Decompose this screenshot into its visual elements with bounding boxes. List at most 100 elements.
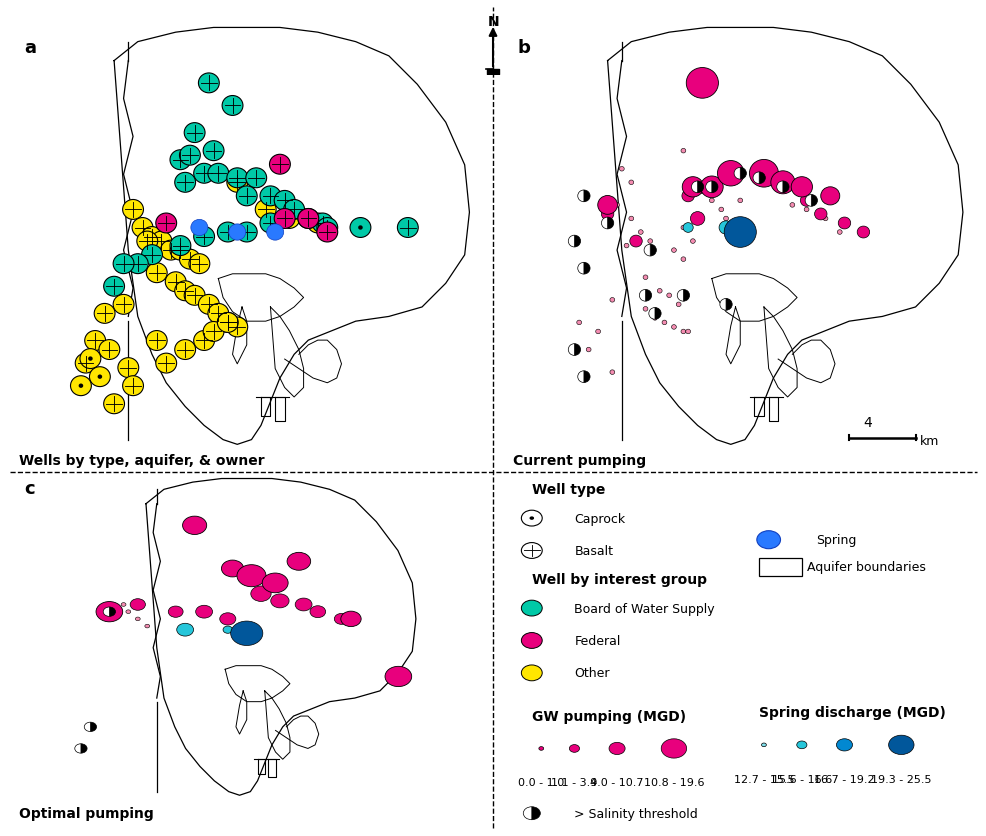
- Circle shape: [835, 739, 852, 751]
- Circle shape: [94, 304, 115, 324]
- Circle shape: [193, 227, 214, 247]
- Circle shape: [600, 209, 613, 221]
- Wedge shape: [584, 191, 590, 202]
- Circle shape: [203, 322, 224, 342]
- Circle shape: [156, 214, 176, 233]
- Text: 0.0 - 1.0: 0.0 - 1.0: [518, 777, 564, 788]
- Wedge shape: [104, 607, 109, 617]
- Circle shape: [576, 321, 581, 325]
- Wedge shape: [650, 245, 656, 257]
- Text: Other: Other: [574, 666, 609, 680]
- Wedge shape: [577, 371, 584, 383]
- Circle shape: [231, 621, 262, 645]
- Text: 1.1 - 3.9: 1.1 - 3.9: [551, 777, 597, 788]
- Circle shape: [250, 586, 271, 602]
- Circle shape: [538, 747, 543, 751]
- Text: N: N: [487, 15, 499, 29]
- Circle shape: [682, 223, 692, 233]
- Circle shape: [609, 298, 614, 303]
- Circle shape: [184, 124, 205, 143]
- Circle shape: [121, 603, 126, 607]
- Circle shape: [188, 254, 210, 274]
- Circle shape: [146, 331, 167, 351]
- Circle shape: [175, 282, 195, 301]
- Circle shape: [198, 74, 219, 94]
- Circle shape: [193, 164, 214, 184]
- Circle shape: [208, 164, 229, 184]
- Circle shape: [397, 218, 418, 238]
- Circle shape: [227, 173, 247, 193]
- Circle shape: [126, 610, 130, 614]
- Circle shape: [628, 217, 633, 222]
- Wedge shape: [776, 181, 782, 193]
- Circle shape: [770, 171, 794, 195]
- Text: 4: 4: [863, 415, 872, 430]
- Circle shape: [227, 169, 247, 188]
- Circle shape: [236, 186, 257, 206]
- Circle shape: [179, 250, 200, 270]
- Text: Caprock: Caprock: [574, 512, 625, 525]
- Text: > Salinity threshold: > Salinity threshold: [574, 807, 697, 820]
- Wedge shape: [752, 173, 758, 185]
- Bar: [758, 558, 801, 576]
- Wedge shape: [109, 607, 115, 617]
- Wedge shape: [600, 218, 607, 230]
- Circle shape: [837, 218, 850, 230]
- Circle shape: [146, 263, 167, 283]
- Circle shape: [221, 560, 244, 577]
- Wedge shape: [568, 236, 574, 247]
- Circle shape: [99, 340, 119, 360]
- Text: b: b: [517, 38, 529, 57]
- Circle shape: [350, 218, 371, 238]
- Circle shape: [340, 611, 361, 627]
- Circle shape: [137, 232, 158, 252]
- Circle shape: [521, 600, 541, 616]
- Circle shape: [608, 742, 624, 755]
- Text: 19.3 - 25.5: 19.3 - 25.5: [871, 774, 931, 783]
- Circle shape: [791, 177, 811, 198]
- Wedge shape: [577, 191, 584, 202]
- Circle shape: [259, 186, 281, 206]
- Wedge shape: [726, 299, 732, 311]
- Wedge shape: [639, 290, 645, 302]
- Circle shape: [287, 553, 311, 571]
- Circle shape: [521, 633, 541, 649]
- Circle shape: [569, 745, 579, 752]
- Circle shape: [127, 254, 148, 274]
- Wedge shape: [734, 168, 740, 180]
- Circle shape: [170, 241, 190, 261]
- Circle shape: [156, 354, 176, 374]
- Circle shape: [661, 739, 686, 758]
- Wedge shape: [523, 807, 531, 820]
- Wedge shape: [81, 744, 87, 753]
- Text: Optimal pumping: Optimal pumping: [20, 807, 154, 820]
- Wedge shape: [719, 299, 726, 311]
- Circle shape: [246, 169, 266, 188]
- Circle shape: [317, 218, 337, 238]
- Circle shape: [104, 395, 124, 414]
- Circle shape: [262, 573, 288, 593]
- Circle shape: [151, 232, 172, 252]
- Text: km: km: [919, 435, 939, 448]
- Circle shape: [175, 340, 195, 360]
- Circle shape: [629, 236, 642, 247]
- Circle shape: [175, 173, 195, 193]
- Wedge shape: [682, 290, 689, 302]
- Wedge shape: [705, 181, 711, 193]
- Circle shape: [385, 666, 411, 687]
- Wedge shape: [810, 196, 816, 207]
- Circle shape: [680, 149, 685, 154]
- Circle shape: [856, 227, 869, 238]
- Text: Basalt: Basalt: [574, 544, 613, 558]
- Circle shape: [198, 295, 219, 315]
- Circle shape: [161, 241, 181, 261]
- Text: 16.7 - 19.2: 16.7 - 19.2: [813, 774, 874, 783]
- Text: Board of Water Supply: Board of Water Supply: [574, 602, 714, 614]
- Circle shape: [724, 217, 755, 248]
- Circle shape: [122, 376, 143, 396]
- Text: 15.6 - 16.6: 15.6 - 16.6: [771, 774, 831, 783]
- Circle shape: [90, 367, 110, 387]
- Circle shape: [647, 239, 652, 244]
- Circle shape: [690, 181, 694, 186]
- Circle shape: [662, 321, 667, 325]
